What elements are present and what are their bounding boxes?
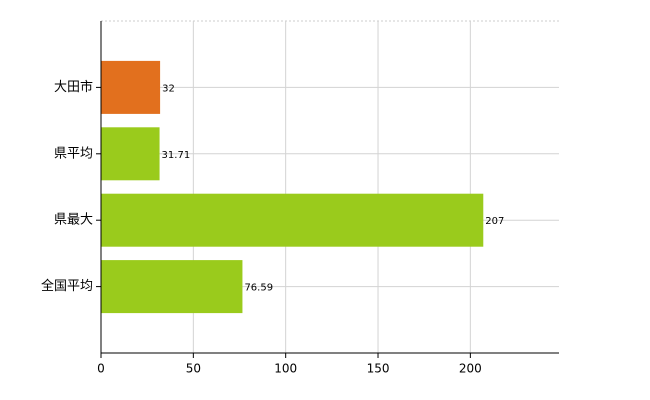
bar xyxy=(101,260,243,314)
bar xyxy=(101,127,160,181)
x-tick-label: 50 xyxy=(186,362,201,376)
x-tick-label: 150 xyxy=(367,362,390,376)
x-tick-label: 0 xyxy=(97,362,105,376)
y-tick-label: 大田市 xyxy=(54,79,93,95)
y-tick-label: 県最大 xyxy=(54,213,93,228)
bar xyxy=(101,60,161,114)
value-label: 32 xyxy=(162,83,175,94)
value-label: 207 xyxy=(485,216,504,227)
x-tick-label: 100 xyxy=(274,362,297,376)
value-label: 31.71 xyxy=(162,150,191,161)
x-tick-label: 200 xyxy=(459,362,482,376)
y-tick-label: 全国平均 xyxy=(41,278,93,294)
value-label: 76.59 xyxy=(244,283,273,294)
y-tick-label: 県平均 xyxy=(54,146,93,161)
bar xyxy=(101,193,484,247)
